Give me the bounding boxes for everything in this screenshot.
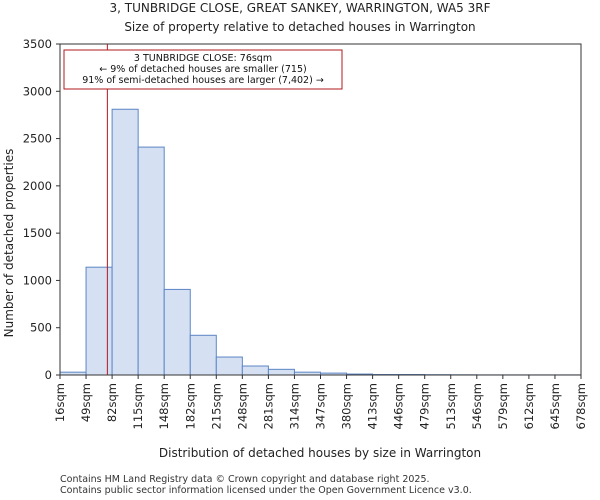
chart-title: 3, TUNBRIDGE CLOSE, GREAT SANKEY, WARRIN… <box>110 1 491 15</box>
x-tick-label: 182sqm <box>183 383 197 429</box>
x-tick-label: 446sqm <box>392 383 406 429</box>
x-tick-label: 148sqm <box>157 383 171 429</box>
y-tick-label: 1500 <box>23 226 52 240</box>
histogram-bar <box>163 288 191 376</box>
y-tick-label: 1000 <box>23 273 52 287</box>
x-tick-label: 281sqm <box>261 383 275 429</box>
histogram-bar <box>137 146 165 376</box>
chart-subtitle: Size of property relative to detached ho… <box>124 20 475 34</box>
x-tick-label: 380sqm <box>340 383 354 429</box>
y-tick-label: 2500 <box>23 132 52 146</box>
x-tick-label: 546sqm <box>470 383 484 429</box>
x-axis-label: Distribution of detached houses by size … <box>159 446 481 460</box>
x-tick-label: 413sqm <box>366 383 380 429</box>
footer-line-1: Contains HM Land Registry data © Crown c… <box>60 474 430 485</box>
y-tick-label: 3500 <box>23 37 52 51</box>
y-tick-label: 2000 <box>23 179 52 193</box>
histogram-bar <box>85 266 113 376</box>
x-tick-label: 248sqm <box>235 383 249 429</box>
x-tick-label: 579sqm <box>496 383 510 429</box>
y-tick-label: 3000 <box>23 84 52 98</box>
y-tick-label: 0 <box>45 368 52 382</box>
annotation-line-1: 3 TUNBRIDGE CLOSE: 76sqm <box>134 53 272 64</box>
x-tick-label: 479sqm <box>418 383 432 429</box>
y-tick-label: 500 <box>30 321 52 335</box>
x-tick-label: 347sqm <box>314 383 328 429</box>
annotation-line-2: ← 9% of detached houses are smaller (715… <box>99 64 306 75</box>
plot-area <box>59 43 582 376</box>
x-tick-label: 82sqm <box>105 383 119 422</box>
x-tick-label: 612sqm <box>522 383 536 429</box>
annotation-box: 3 TUNBRIDGE CLOSE: 76sqm ← 9% of detache… <box>63 49 343 90</box>
x-tick-label: 314sqm <box>287 383 301 429</box>
histogram-bar <box>267 368 295 376</box>
histogram-bar <box>111 108 139 376</box>
x-tick-label: 49sqm <box>79 383 93 422</box>
histogram-bar <box>215 356 243 376</box>
footer-line-2: Contains public sector information licen… <box>60 485 472 496</box>
x-tick-label: 215sqm <box>209 383 223 429</box>
x-tick-label: 513sqm <box>444 383 458 429</box>
y-axis-label: Number of detached properties <box>2 149 16 338</box>
histogram-bar <box>241 365 269 376</box>
annotation-line-3: 91% of semi-detached houses are larger (… <box>82 75 324 86</box>
x-tick-label: 115sqm <box>131 383 145 429</box>
x-tick-label: 16sqm <box>53 383 67 422</box>
x-tick-label: 678sqm <box>574 383 588 429</box>
histogram-bar <box>189 334 217 376</box>
x-tick-label: 645sqm <box>548 383 562 429</box>
